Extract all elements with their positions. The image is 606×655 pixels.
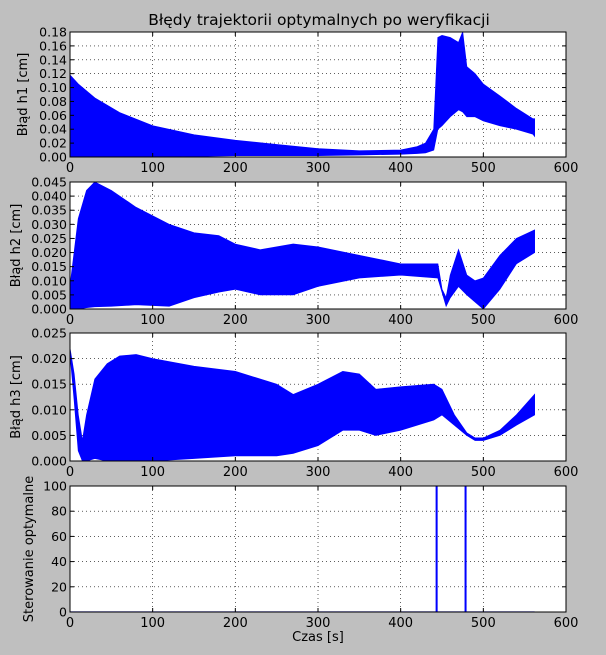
x-tick-label: 500 <box>471 313 496 328</box>
x-tick-label: 600 <box>554 465 579 480</box>
x-tick-label: 300 <box>306 161 331 176</box>
x-tick-label: 300 <box>306 313 331 328</box>
x-tick-label: 100 <box>140 616 165 631</box>
y-tick-label: 0.040 <box>31 189 67 204</box>
y-tick-label: 0 <box>59 605 67 620</box>
y-tick-label: 0.16 <box>39 38 67 53</box>
y-tick-label: 0.025 <box>31 326 67 341</box>
y-tick-label: 60 <box>51 529 67 544</box>
subplot-1: 0 100 200 300 400 500 6000.000.020.040.060.080… <box>16 25 578 177</box>
y-tick-label: 0.015 <box>31 377 67 392</box>
y-tick-label: 0.010 <box>31 402 67 417</box>
y-tick-label: 0.000 <box>31 302 67 317</box>
plot-area <box>70 486 566 612</box>
y-tick-label: 0.000 <box>31 454 67 469</box>
x-axis-label: Czas [s] <box>292 630 344 645</box>
series-group <box>70 348 535 461</box>
y-tick-label: 0.030 <box>31 217 67 232</box>
x-tick-label: 200 <box>223 465 248 480</box>
x-tick-label: 600 <box>554 161 579 176</box>
y-tick-label: 0.020 <box>31 245 67 260</box>
subplot-2: 0 100 200 300 400 500 6000.0000.0050.0100.0150… <box>9 175 578 329</box>
x-tick-label: 500 <box>471 616 496 631</box>
y-tick-label: 0.10 <box>39 80 67 95</box>
y-tick-label: 20 <box>51 579 67 594</box>
y-tick-label: 0.02 <box>39 136 67 151</box>
y-tick-label: 0.06 <box>39 108 67 123</box>
x-tick-label: 400 <box>388 465 413 480</box>
y-tick-label: 0.035 <box>31 203 67 218</box>
y-tick-label: 0.015 <box>31 259 67 274</box>
subplot-3: 0 100 200 300 400 500 600 0.000 0.005 0.010 0.015 0… <box>9 326 578 481</box>
series-group <box>70 182 535 309</box>
y-axis-label: Sterowanie optymalne <box>22 476 37 622</box>
y-tick-label: 0.00 <box>39 150 67 165</box>
y-tick-label: 0.08 <box>39 94 67 109</box>
y-tick-label: 0.18 <box>39 25 67 40</box>
y-tick-label: 0.025 <box>31 231 67 246</box>
y-tick-label: 40 <box>51 554 67 569</box>
series-group <box>70 32 535 157</box>
x-tick-label: 200 <box>223 616 248 631</box>
y-tick-label: 100 <box>43 479 67 494</box>
y-tick-label: 0.010 <box>31 273 67 288</box>
x-tick-label: 500 <box>471 465 496 480</box>
x-tick-label: 100 <box>140 313 165 328</box>
y-tick-label: 0.04 <box>39 122 67 137</box>
y-tick-label: 0.005 <box>31 428 67 443</box>
y-tick-label: 0.12 <box>39 66 67 81</box>
error-band-series-1 <box>70 32 535 157</box>
x-tick-label: 400 <box>388 616 413 631</box>
error-band-series-1 <box>70 348 535 461</box>
x-tick-label: 0 <box>66 161 74 176</box>
x-tick-label: 200 <box>223 313 248 328</box>
y-tick-label: 0.020 <box>31 351 67 366</box>
x-tick-label: 100 <box>140 465 165 480</box>
series-group <box>70 486 535 612</box>
y-tick-label: 0.045 <box>31 175 67 190</box>
x-tick-label: 400 <box>388 161 413 176</box>
x-tick-label: 600 <box>554 616 579 631</box>
x-tick-label: 0 <box>66 616 74 631</box>
x-tick-label: 300 <box>306 616 331 631</box>
x-tick-label: 600 <box>554 313 579 328</box>
x-tick-label: 200 <box>223 161 248 176</box>
subplot-4: 0 100 200 300 400 500 600 0 20 40 60 80 100 Sterowani… <box>22 476 578 645</box>
y-tick-label: 80 <box>51 504 67 519</box>
x-tick-label: 400 <box>388 313 413 328</box>
y-tick-label: 0.005 <box>31 287 67 302</box>
y-axis-label: Błąd h2 [cm] <box>9 204 24 288</box>
y-axis-label: Błąd h3 [cm] <box>9 355 24 439</box>
error-band-series-1 <box>70 182 535 309</box>
y-axis-label: Błąd h1 [cm] <box>16 53 31 137</box>
control-line-series-1 <box>70 486 535 612</box>
y-tick-label: 0.14 <box>39 52 67 67</box>
figure-title: Błędy trajektorii optymalnych po weryfik… <box>148 11 490 29</box>
x-tick-label: 500 <box>471 161 496 176</box>
x-tick-label: 300 <box>306 465 331 480</box>
x-tick-label: 0 <box>66 465 74 480</box>
x-tick-label: 0 <box>66 313 74 328</box>
x-tick-label: 100 <box>140 161 165 176</box>
axes-container: 0 100 200 300 400 500 6000.000.020.040.060.080… <box>9 25 578 646</box>
